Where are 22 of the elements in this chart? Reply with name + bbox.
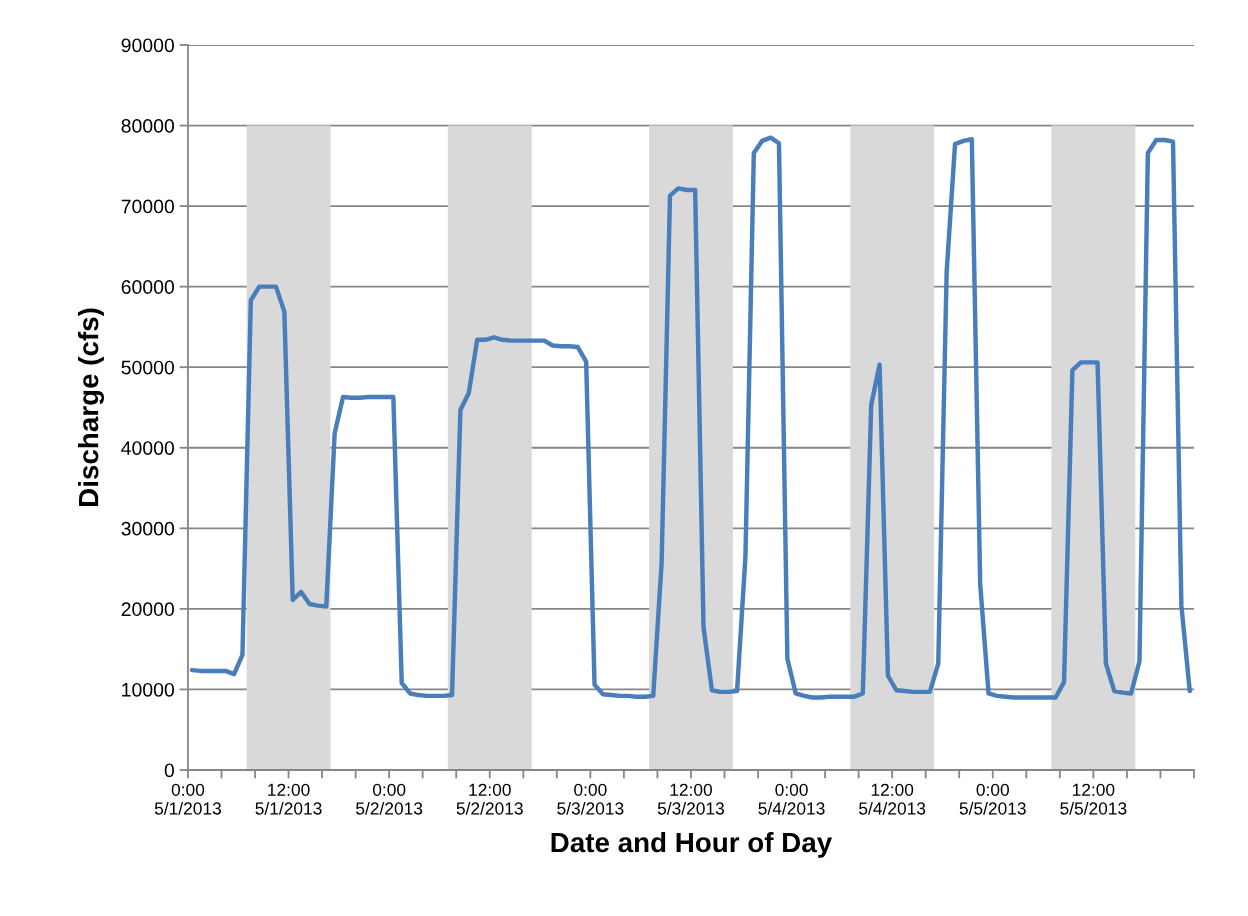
x-tick-label: 12:00 5/5/2013	[1060, 783, 1127, 815]
y-axis-title: Discharge (cfs)	[78, 308, 105, 506]
x-tick-label: 12:00 5/2/2013	[456, 783, 523, 815]
y-tick-label: 80000	[121, 119, 174, 133]
y-tick-label: 60000	[121, 280, 174, 294]
x-tick-label: 0:00 5/1/2013	[154, 783, 221, 815]
x-tick-label: 12:00 5/3/2013	[657, 783, 724, 815]
x-tick-label: 0:00 5/3/2013	[557, 783, 624, 815]
x-tick-label: 0:00 5/5/2013	[959, 783, 1026, 815]
y-tick-label: 70000	[121, 199, 174, 214]
y-tick-label: 20000	[121, 602, 174, 617]
y-tick-label: 0	[164, 763, 174, 778]
x-axis-title: Date and Hour of Day	[551, 831, 833, 858]
y-tick-label: 40000	[121, 441, 174, 455]
x-tick-label: 0:00 5/4/2013	[758, 783, 825, 815]
x-tick-label: 12:00 5/1/2013	[255, 783, 322, 815]
x-tick-label: 0:00 5/2/2013	[356, 783, 423, 815]
y-tick-label: 90000	[121, 38, 174, 53]
y-tick-label: 50000	[121, 360, 174, 375]
x-tick-label: 12:00 5/4/2013	[859, 783, 926, 815]
y-tick-label: 10000	[122, 682, 174, 697]
y-tick-label: 30000	[121, 521, 174, 536]
